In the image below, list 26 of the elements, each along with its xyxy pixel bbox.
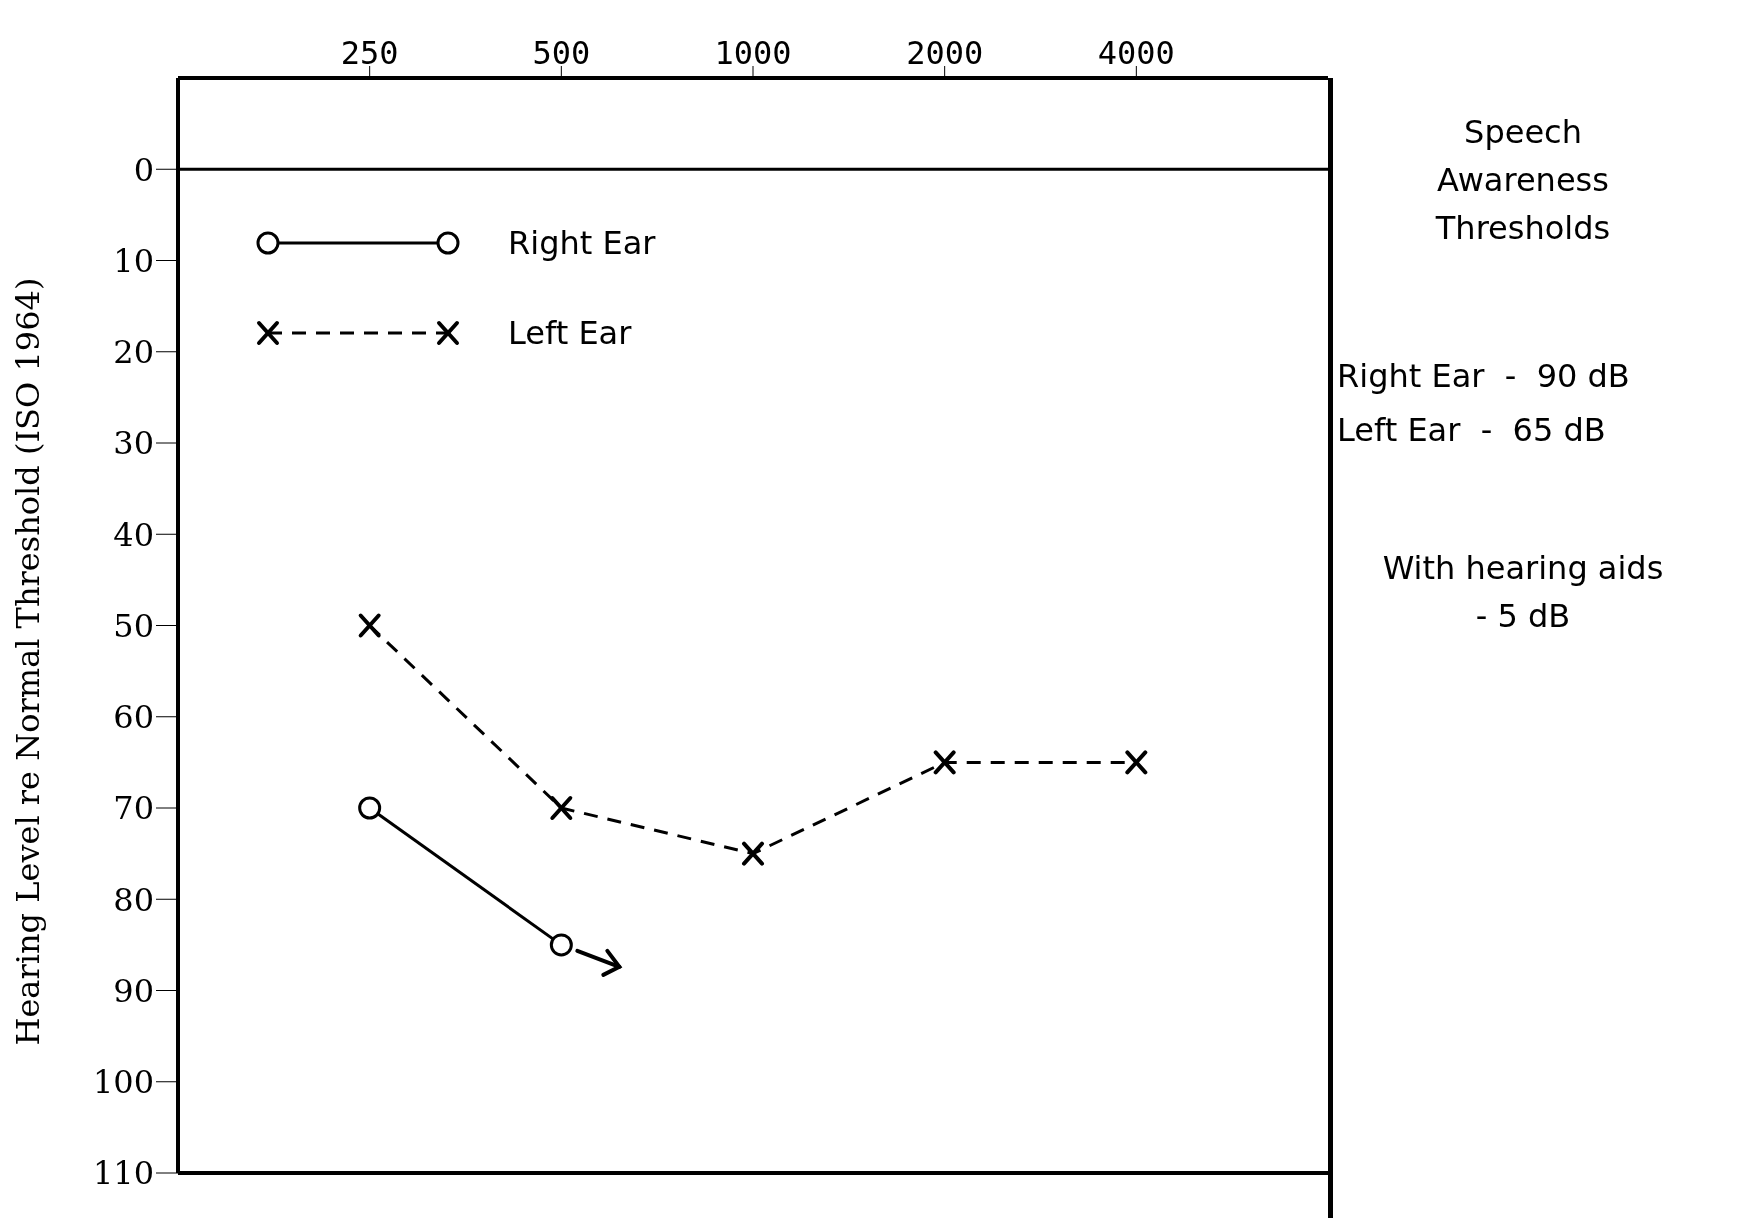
y-tick-label: 50: [113, 606, 154, 645]
x-tick-label: 2000: [906, 34, 984, 72]
text: Right Ear - 90 dB: [1337, 356, 1631, 397]
y-tick-label: 80: [113, 880, 154, 919]
legend-label: Left Ear: [508, 314, 632, 352]
y-tick-label: 90: [113, 971, 154, 1010]
point: [549, 933, 573, 957]
y-axis-title: Hearing Level re Normal Threshold (ISO 1964): [9, 277, 48, 1046]
y-tick-label: 0: [133, 150, 154, 189]
text: Speech Awareness Thresholds: [1434, 112, 1612, 249]
point: [358, 796, 382, 820]
y-tick-label: 100: [92, 1063, 154, 1102]
x-tick-label: 500: [532, 34, 591, 72]
legend-label: Right Ear: [508, 224, 656, 262]
y-tick-label: 20: [113, 333, 154, 372]
x-tick-label: 250: [340, 34, 399, 72]
y-tick-label: 10: [113, 241, 154, 280]
y-tick-label: 30: [113, 424, 154, 463]
text: With hearing aids - 5 dB: [1381, 548, 1665, 637]
y-tick-label: 40: [113, 515, 154, 554]
y-tick-label: 60: [113, 698, 154, 737]
text: Left Ear - 65 dB: [1337, 410, 1607, 451]
x-tick-label: 4000: [1097, 34, 1175, 72]
x-tick-label: 1000: [714, 34, 792, 72]
y-tick-label: 70: [113, 789, 154, 828]
y-tick-label: 110: [92, 1154, 154, 1193]
